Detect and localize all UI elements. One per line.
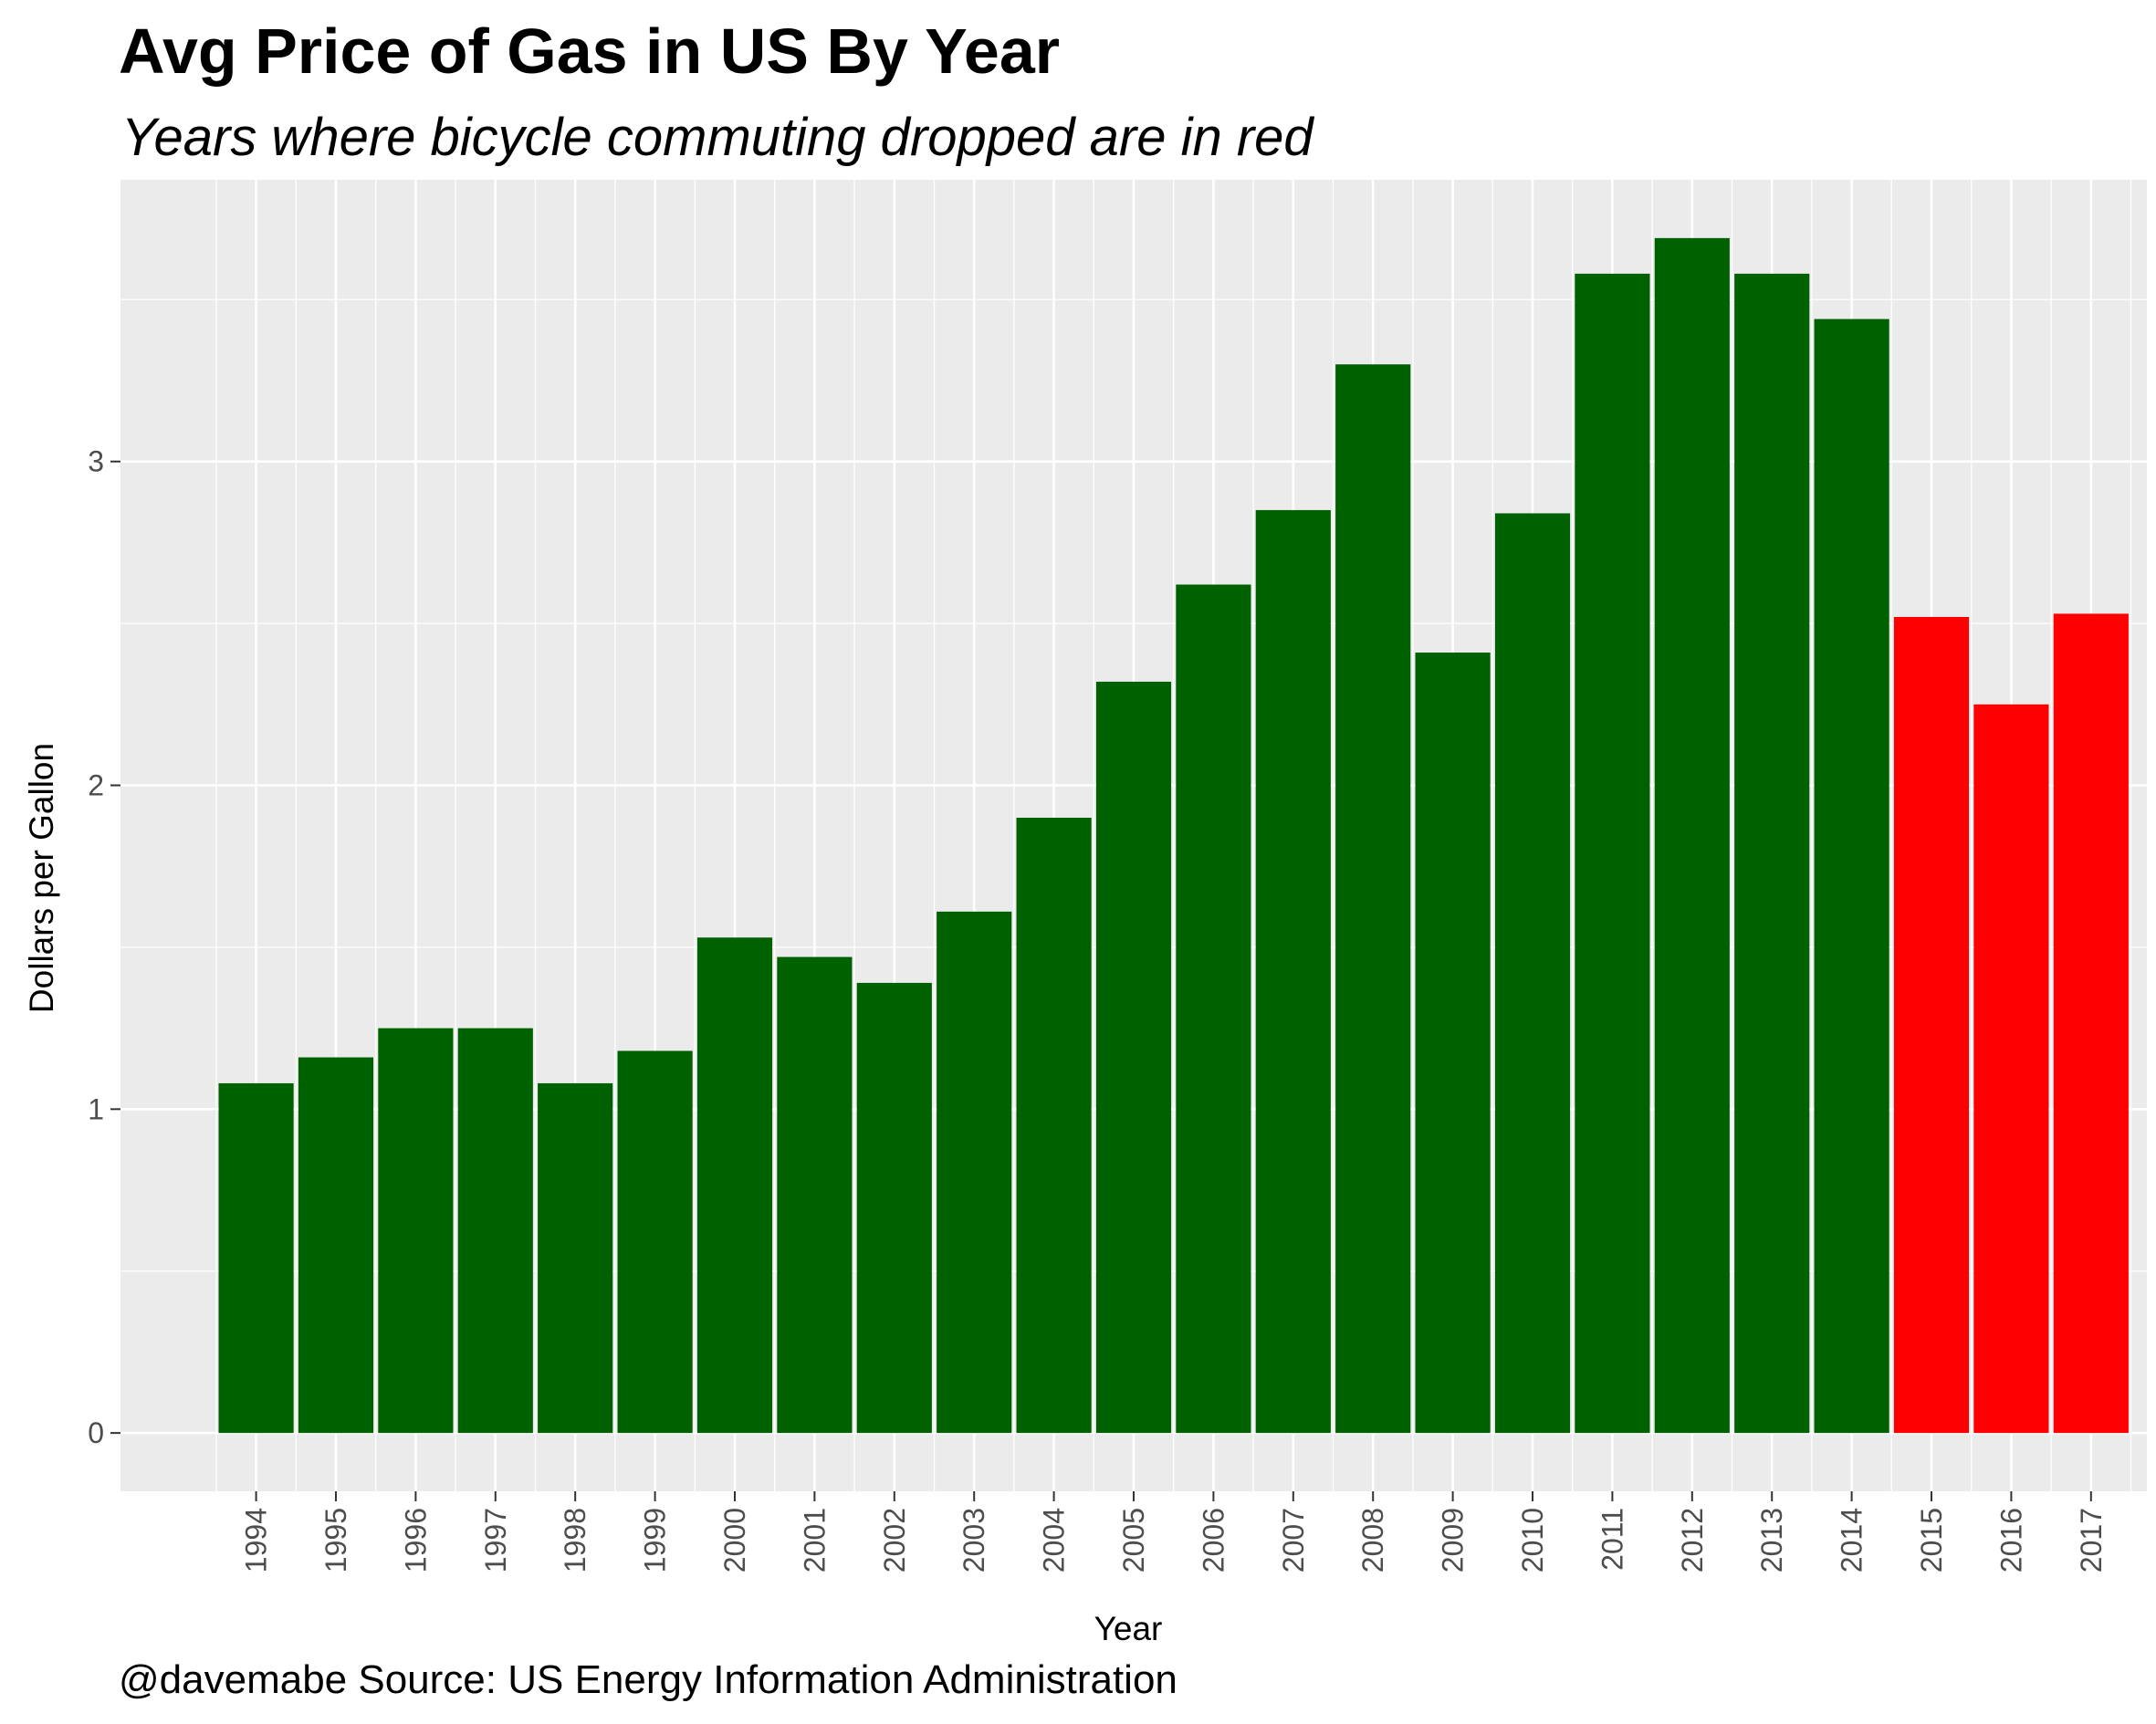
bar-1998: [538, 1082, 613, 1434]
x-tick-label: 2001: [798, 1508, 831, 1572]
y-tick-label: 1: [88, 1092, 104, 1125]
bar-2002: [856, 982, 932, 1434]
bar-1995: [298, 1057, 374, 1434]
bar-2009: [1415, 653, 1491, 1434]
x-tick-label: 2000: [718, 1508, 751, 1572]
x-tick-label: 1998: [559, 1508, 591, 1572]
bar-1996: [378, 1028, 454, 1434]
x-tick-label: 2003: [958, 1508, 990, 1572]
bar-1997: [457, 1028, 533, 1434]
x-tick-label: 2015: [1915, 1508, 1948, 1572]
y-axis-title: Dollars per Gallon: [23, 743, 60, 1013]
x-tick-label: 2006: [1197, 1508, 1230, 1572]
bar-2007: [1255, 509, 1331, 1434]
chart-caption: @davemabe Source: US Energy Information …: [119, 1657, 1177, 1702]
y-tick-label: 2: [88, 769, 104, 802]
x-tick-label: 2009: [1437, 1508, 1470, 1572]
chart-title: Avg Price of Gas in US By Year: [119, 16, 1060, 87]
x-tick-label: 1996: [399, 1508, 432, 1572]
bar-2011: [1575, 273, 1650, 1434]
y-tick-label: 0: [88, 1416, 104, 1449]
x-tick-label: 1994: [240, 1508, 273, 1572]
bar-2014: [1814, 319, 1889, 1434]
x-tick-label: 2008: [1356, 1508, 1389, 1572]
bar-2001: [777, 956, 853, 1434]
x-tick-label: 2007: [1277, 1508, 1310, 1572]
x-axis-title: Year: [1094, 1610, 1163, 1647]
x-tick-label: 2012: [1676, 1508, 1709, 1572]
x-tick-label: 2014: [1836, 1508, 1868, 1572]
x-tick-label: 2010: [1516, 1508, 1549, 1572]
bar-1994: [218, 1082, 294, 1434]
x-axis: 1994 1995 1996 1997 1998 1999 2000 2001 2002 2003…: [240, 1491, 2108, 1572]
x-tick-label: 2016: [1994, 1508, 2027, 1572]
bars: [218, 237, 2129, 1434]
bar-1999: [617, 1050, 693, 1434]
bar-2012: [1654, 237, 1730, 1434]
x-tick-label: 2013: [1755, 1508, 1788, 1572]
x-tick-label: 2002: [878, 1508, 911, 1572]
x-tick-label: 1999: [639, 1508, 672, 1572]
bar-2016: [1973, 704, 2049, 1434]
bar-2006: [1176, 584, 1251, 1434]
bar-2005: [1095, 681, 1172, 1434]
bar-2010: [1494, 513, 1571, 1434]
bar-2008: [1335, 364, 1411, 1434]
x-tick-label: 2005: [1117, 1508, 1150, 1572]
bar-2013: [1734, 273, 1810, 1434]
x-tick-label: 2011: [1596, 1508, 1628, 1571]
bar-2003: [937, 911, 1012, 1434]
y-axis: 0 1 2 3: [88, 445, 120, 1449]
x-tick-label: 1997: [479, 1508, 512, 1572]
x-tick-label: 1995: [319, 1508, 352, 1572]
bar-2000: [696, 937, 773, 1434]
chart-subtitle: Years where bicycle commuting dropped ar…: [121, 108, 1314, 167]
y-tick-label: 3: [88, 445, 104, 478]
bar-2004: [1016, 817, 1092, 1434]
x-tick-label: 2017: [2075, 1508, 2108, 1572]
x-tick-label: 2004: [1038, 1508, 1071, 1572]
bar-2017: [2053, 613, 2129, 1434]
bar-2015: [1893, 617, 1970, 1434]
